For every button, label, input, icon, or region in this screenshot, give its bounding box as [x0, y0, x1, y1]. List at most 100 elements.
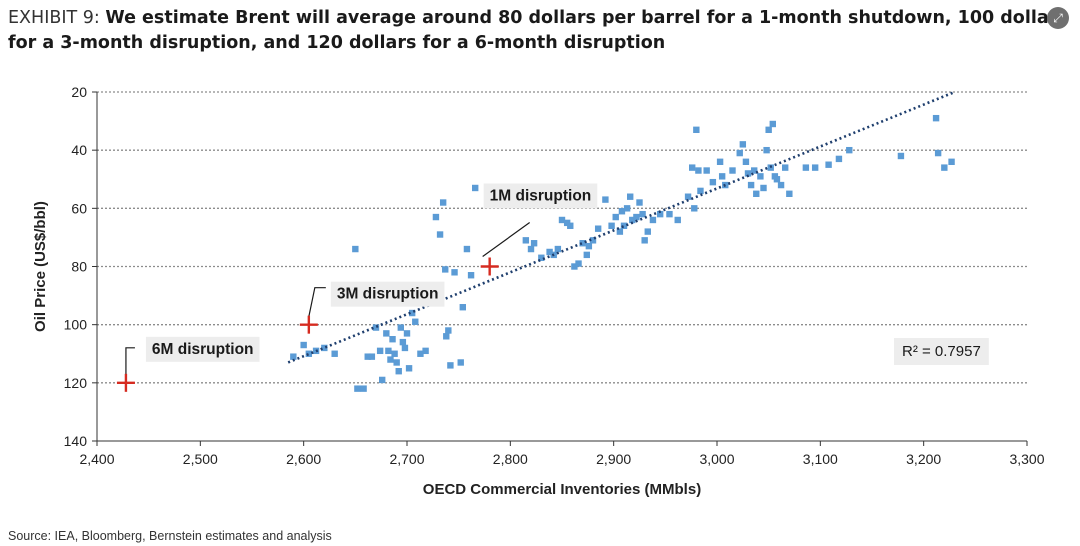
y-tick-label: 80	[71, 259, 87, 275]
data-point	[693, 126, 700, 134]
data-point	[445, 327, 452, 334]
data-point	[697, 187, 704, 195]
exhibit-title: We estimate Brent will average around 80…	[8, 8, 1068, 53]
data-point	[331, 350, 338, 357]
data-point	[620, 222, 628, 229]
scenario-label-box	[145, 336, 260, 362]
data-point	[948, 158, 955, 165]
data-point	[763, 146, 770, 154]
data-point	[393, 359, 400, 366]
x-tick-label: 3,300	[1009, 451, 1044, 467]
data-point	[391, 350, 398, 357]
data-point	[376, 347, 384, 355]
axes	[92, 91, 1028, 446]
data-point	[467, 272, 475, 279]
data-point	[709, 178, 717, 186]
data-point	[360, 385, 367, 392]
data-point	[290, 353, 297, 360]
data-point	[751, 167, 758, 174]
data-point	[636, 199, 643, 206]
leader-line	[482, 222, 531, 257]
data-point	[835, 155, 843, 163]
chart-title: EXHIBIT 9: We estimate Brent will averag…	[8, 6, 1070, 56]
data-point	[447, 362, 454, 369]
x-tick-label: 2,700	[389, 451, 424, 467]
data-point	[612, 213, 619, 221]
x-axis-label: OECD Commercial Inventories (MMbls)	[423, 481, 701, 498]
data-point	[389, 336, 396, 343]
data-point	[530, 240, 538, 247]
data-point	[765, 126, 772, 134]
leader-line	[125, 347, 135, 375]
scenario-label-box	[483, 183, 598, 209]
data-point	[932, 114, 940, 122]
tick-labels: 20 40 60 80 100 120 140 2,400 2,500 2,600 2,700 2,8…	[64, 84, 1045, 467]
data-point	[744, 170, 752, 177]
data-point	[383, 330, 390, 337]
data-point	[802, 164, 810, 171]
x-tick-label: 3,200	[906, 451, 941, 467]
data-point	[618, 208, 626, 215]
data-point	[538, 254, 545, 261]
data-points	[290, 114, 955, 392]
data-point	[408, 309, 416, 317]
data-point	[742, 158, 750, 165]
data-point	[629, 216, 636, 224]
data-point	[773, 176, 781, 183]
data-point	[769, 120, 776, 128]
data-point	[786, 190, 793, 197]
data-point	[401, 344, 409, 352]
data-point	[608, 222, 615, 229]
data-point	[736, 149, 743, 157]
data-point	[623, 205, 631, 212]
data-point	[684, 193, 692, 200]
data-point	[305, 350, 313, 357]
data-point	[747, 181, 755, 189]
y-tick-label: 20	[71, 84, 87, 100]
data-point	[718, 173, 726, 180]
data-point	[691, 205, 698, 212]
data-point	[554, 245, 562, 253]
data-point	[387, 356, 394, 363]
data-point	[782, 164, 789, 171]
data-point	[666, 210, 673, 218]
exhibit-label: EXHIBIT 9:	[8, 8, 100, 28]
y-tick-label: 40	[71, 142, 87, 158]
data-point	[739, 141, 747, 148]
x-tick-label: 2,900	[596, 451, 631, 467]
data-point	[934, 149, 942, 157]
data-point	[385, 347, 392, 355]
data-point	[757, 173, 764, 180]
data-point	[589, 237, 597, 244]
data-point	[846, 146, 853, 154]
y-tick-label: 140	[64, 433, 88, 449]
data-point	[395, 368, 402, 375]
y-tick-label: 60	[71, 200, 87, 216]
leader-line	[308, 287, 326, 317]
data-point	[457, 359, 464, 366]
data-point	[527, 245, 535, 253]
data-point	[656, 210, 664, 218]
scenario-label: 6M disruption	[152, 341, 254, 358]
data-point	[522, 237, 530, 244]
data-point	[594, 225, 602, 232]
data-point	[546, 248, 553, 256]
data-point	[695, 167, 702, 174]
r-squared-label: R² = 0.7957	[902, 343, 981, 360]
x-tick-label: 3,000	[699, 451, 734, 467]
expand-icon[interactable]: ⤢	[1047, 7, 1069, 29]
data-point	[575, 260, 582, 267]
data-point	[753, 190, 760, 197]
data-point	[459, 304, 466, 311]
data-point	[897, 152, 905, 160]
data-point	[451, 269, 458, 276]
data-point	[354, 385, 361, 392]
data-point	[644, 228, 651, 235]
source-note: Source: IEA, Bloomberg, Bernstein estima…	[8, 529, 332, 543]
data-point	[571, 263, 578, 270]
data-point	[602, 196, 609, 203]
data-point	[811, 164, 819, 171]
data-point	[403, 330, 411, 337]
data-point	[422, 347, 429, 355]
